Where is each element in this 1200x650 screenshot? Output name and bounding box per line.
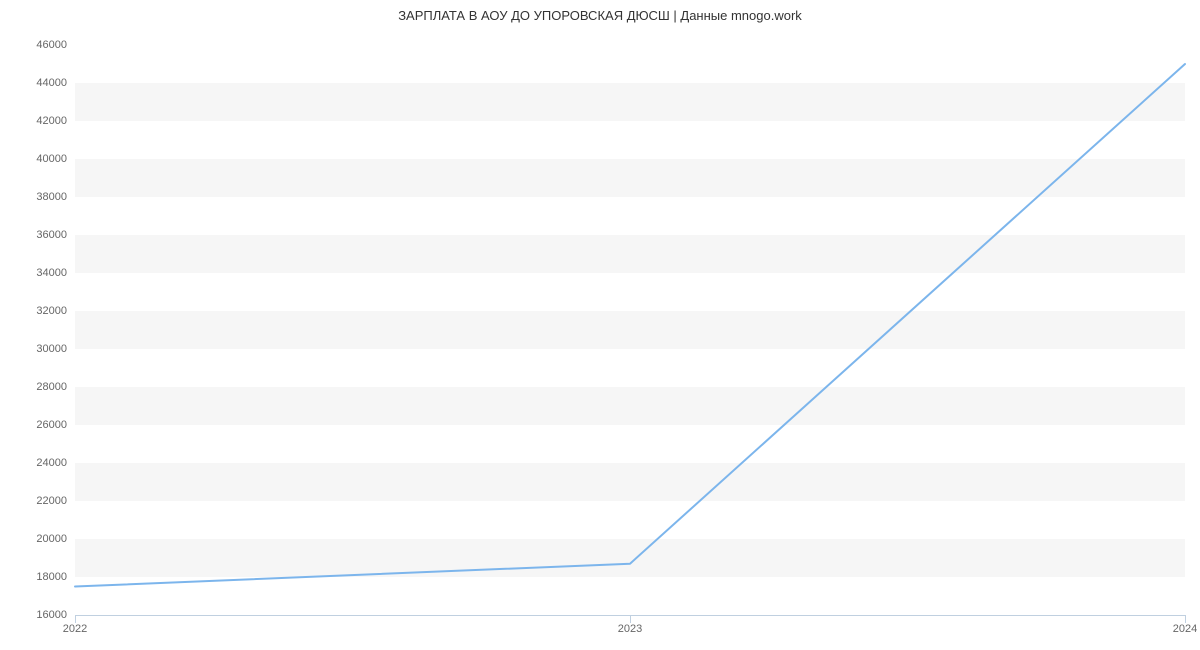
y-tick-label: 24000 [36, 457, 75, 469]
y-tick-label: 42000 [36, 115, 75, 127]
chart-title: ЗАРПЛАТА В АОУ ДО УПОРОВСКАЯ ДЮСШ | Данн… [0, 8, 1200, 23]
y-tick-label: 44000 [36, 77, 75, 89]
y-tick-label: 20000 [36, 533, 75, 545]
y-tick-label: 22000 [36, 495, 75, 507]
series-line [75, 64, 1185, 587]
y-tick-label: 18000 [36, 571, 75, 583]
y-tick-label: 36000 [36, 229, 75, 241]
y-tick-label: 32000 [36, 305, 75, 317]
line-layer [75, 45, 1185, 615]
y-tick-label: 40000 [36, 153, 75, 165]
x-tick-mark [630, 615, 631, 623]
x-tick-mark [1185, 615, 1186, 623]
y-tick-label: 30000 [36, 343, 75, 355]
plot-area: 1600018000200002200024000260002800030000… [75, 45, 1185, 615]
y-tick-label: 46000 [36, 39, 75, 51]
y-tick-label: 28000 [36, 381, 75, 393]
y-tick-label: 38000 [36, 191, 75, 203]
y-tick-label: 26000 [36, 419, 75, 431]
salary-chart: ЗАРПЛАТА В АОУ ДО УПОРОВСКАЯ ДЮСШ | Данн… [0, 0, 1200, 650]
x-tick-mark [75, 615, 76, 623]
y-tick-label: 34000 [36, 267, 75, 279]
